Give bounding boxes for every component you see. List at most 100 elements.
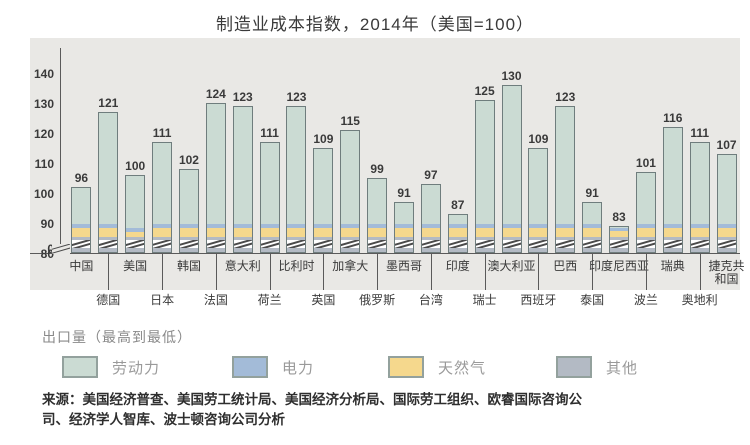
segment-other <box>179 237 198 240</box>
segment-axis-break <box>153 240 172 248</box>
x-tick-line <box>215 253 217 290</box>
segment-electricity <box>556 224 575 228</box>
x-tick-line <box>699 253 701 290</box>
x-tick-line <box>592 253 594 290</box>
segment-electricity <box>610 228 629 231</box>
bar-value-label: 121 <box>98 96 119 110</box>
source-line-2: 司、经济学人智库、波士顿咨询公司分析 <box>42 412 285 427</box>
segment-electricity <box>395 224 413 228</box>
source-line-1: 来源：美国经济普查、美国劳工统计局、美国经济分析局、国际劳工组织、欧睿国际咨询公 <box>42 392 582 407</box>
segment-electricity <box>475 224 494 228</box>
y-tick-text: 110 <box>34 157 54 171</box>
legend-label: 天然气 <box>438 359 487 377</box>
segment-electricity <box>663 224 682 228</box>
segment-labor <box>153 143 172 224</box>
bar-value-label: 130 <box>501 69 522 83</box>
segment-labor <box>233 107 252 224</box>
stacked-bar <box>205 103 226 253</box>
x-tick-line <box>108 253 110 290</box>
x-label-upper-row: 韩国 <box>176 259 201 273</box>
segment-stub <box>368 248 387 252</box>
bar-value-label: 111 <box>152 126 172 140</box>
segment-labor <box>663 128 682 224</box>
segment-electricity <box>717 224 736 228</box>
segment-axis-break <box>448 240 467 248</box>
segment-labor <box>260 143 279 224</box>
y-tick-text: 90 <box>40 217 54 231</box>
segment-axis-break <box>529 240 548 248</box>
segment-labor <box>179 170 198 224</box>
segment-stub <box>475 248 494 252</box>
legend-swatch-electricity <box>232 356 268 378</box>
y-tick-text: 0 <box>47 242 54 256</box>
stacked-bar <box>555 106 576 253</box>
axis-break-mark <box>52 244 70 254</box>
x-label-lower-row: 西班牙 <box>520 293 557 307</box>
segment-axis-break <box>368 240 387 248</box>
segment-axis-break <box>475 240 494 248</box>
segment-labor <box>529 149 548 224</box>
bar-value-label: 125 <box>474 84 495 98</box>
legend-item: 电力 <box>232 356 314 378</box>
x-label-lower-row: 瑞士 <box>472 293 497 307</box>
segment-electricity <box>314 224 333 228</box>
segment-other <box>287 237 306 240</box>
segment-stub <box>610 248 629 252</box>
stacked-bar <box>689 142 710 253</box>
x-tick-line <box>269 253 271 290</box>
bar-value-label: 111 <box>690 126 710 140</box>
segment-other <box>636 237 655 240</box>
segment-other <box>260 237 279 240</box>
segment-stub <box>153 248 172 252</box>
segment-gas <box>341 228 360 237</box>
segment-electricity <box>690 224 709 228</box>
segment-stub <box>99 248 118 252</box>
segment-axis-break <box>126 240 145 248</box>
segment-labor <box>395 203 413 224</box>
stacked-bar <box>716 154 737 253</box>
segment-electricity <box>341 224 360 228</box>
stacked-bar <box>528 148 549 253</box>
x-label-upper-row: 捷克共和国 <box>708 259 745 286</box>
segment-axis-break <box>583 240 602 248</box>
stacked-bar <box>501 85 522 253</box>
segment-stub <box>233 248 252 252</box>
segment-other <box>421 237 440 240</box>
segment-other <box>475 237 494 240</box>
x-label-upper-row: 瑞典 <box>660 259 685 273</box>
x-label-upper-row: 比利时 <box>278 259 315 273</box>
segment-gas <box>421 228 440 237</box>
segment-labor <box>690 143 709 224</box>
x-label-upper-row: 中国 <box>69 259 94 273</box>
segment-electricity <box>636 224 655 228</box>
segment-labor <box>72 188 91 224</box>
stacked-bar <box>447 214 468 253</box>
x-label-upper-row: 澳大利亚 <box>487 259 536 273</box>
segment-labor <box>475 101 494 224</box>
x-label-lower-row: 德国 <box>96 293 121 307</box>
segment-labor <box>448 215 467 224</box>
segment-stub <box>663 248 682 252</box>
segment-stub <box>260 248 279 252</box>
segment-gas <box>475 228 494 237</box>
bar-value-label: 109 <box>313 132 334 146</box>
segment-axis-break <box>99 240 118 248</box>
bar-value-label: 123 <box>232 90 253 104</box>
stacked-bar <box>394 202 414 253</box>
segment-electricity <box>206 224 225 228</box>
segment-axis-break <box>287 240 306 248</box>
segment-other <box>583 237 602 240</box>
segment-labor <box>421 185 440 224</box>
stacked-bar <box>313 148 334 253</box>
segment-gas <box>717 228 736 237</box>
bar-value-label: 115 <box>340 114 360 128</box>
legend-swatch-other <box>556 356 592 378</box>
segment-gas <box>529 228 548 237</box>
stacked-bar <box>259 142 280 253</box>
segment-stub <box>126 248 145 252</box>
segment-gas <box>395 228 413 237</box>
bar-value-label: 87 <box>451 198 465 212</box>
x-label-lower-row: 俄罗斯 <box>359 293 396 307</box>
segment-axis-break <box>260 240 279 248</box>
segment-electricity <box>448 224 467 228</box>
